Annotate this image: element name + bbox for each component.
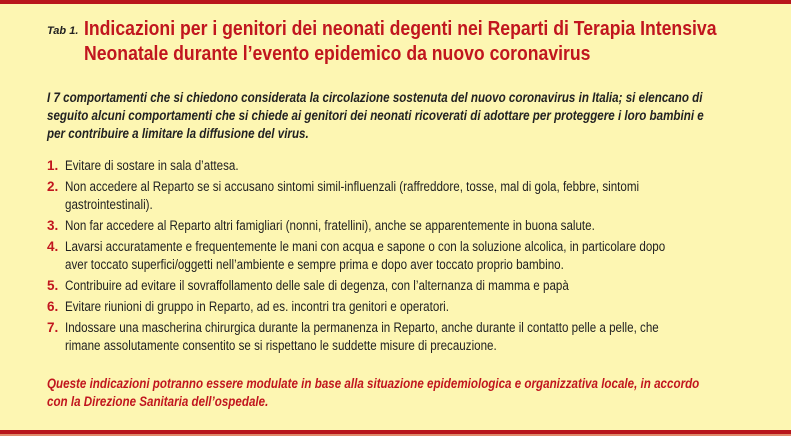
- item-number: 4.: [47, 239, 59, 254]
- footer-line: con la Direzione Sanitaria dell’ospedale…: [47, 394, 269, 409]
- item-text: Evitare riunioni di gruppo in Reparto, a…: [65, 299, 449, 314]
- intro-line: seguito alcuni comportamenti che si chie…: [47, 108, 704, 123]
- item-text: gastrointestinali).: [65, 197, 153, 212]
- footer-note: Queste indicazioni potranno essere modul…: [47, 375, 791, 411]
- item-text: Non far accedere al Reparto altri famigl…: [65, 218, 595, 233]
- item-text: Contribuire ad evitare il sovraffollamen…: [65, 278, 569, 293]
- list-item: 2. Non accedere al Reparto se si accusano…: [47, 178, 763, 214]
- list-item: 7. Indossare una mascherina chirurgica du…: [47, 319, 763, 355]
- item-number: 6.: [47, 299, 59, 314]
- title-line: Neonatale durante l’evento epidemico da …: [84, 42, 591, 65]
- bottom-border-shadow: [0, 434, 791, 436]
- item-number: 5.: [47, 278, 59, 293]
- footer-line: Queste indicazioni potranno essere modul…: [47, 376, 700, 391]
- item-number: 7.: [47, 320, 59, 335]
- item-text: rimane assolutamente consentito se si ri…: [65, 338, 497, 353]
- intro-paragraph: I 7 comportamenti che si chiedono consid…: [47, 89, 791, 143]
- table-label: Tab 1.: [47, 25, 79, 37]
- item-text: Lavarsi accuratamente e frequentemente l…: [65, 239, 666, 254]
- list-item: 3. Non far accedere al Reparto altri fami…: [47, 217, 763, 235]
- item-number: 1.: [47, 158, 59, 173]
- intro-line: I 7 comportamenti che si chiedono consid…: [47, 90, 703, 105]
- list-item: 4. Lavarsi accuratamente e frequentemente…: [47, 238, 763, 274]
- item-text: Indossare una mascherina chirurgica dura…: [65, 320, 659, 335]
- item-text: aver toccato superfici/oggetti nell’ambi…: [65, 257, 564, 272]
- top-border: [0, 0, 791, 4]
- bottom-border: [0, 430, 791, 434]
- list-item: 6. Evitare riunioni di gruppo in Reparto,…: [47, 298, 763, 316]
- page-title: Indicazioni per i genitori dei neonati d…: [84, 16, 791, 66]
- intro-line: per contribuire a limitare la diffusione…: [47, 126, 309, 141]
- list-item: 1. Evitare di sostare in sala d’attesa.: [47, 157, 763, 175]
- item-text: Non accedere al Reparto se si accusano s…: [65, 179, 640, 194]
- item-text: Evitare di sostare in sala d’attesa.: [65, 158, 239, 173]
- item-number: 2.: [47, 179, 59, 194]
- item-number: 3.: [47, 218, 59, 233]
- list-item: 5. Contribuire ad evitare il sovraffollam…: [47, 277, 763, 295]
- title-line: Indicazioni per i genitori dei neonati d…: [84, 17, 717, 40]
- instructions-list: 1. Evitare di sostare in sala d’attesa. 2…: [47, 157, 763, 358]
